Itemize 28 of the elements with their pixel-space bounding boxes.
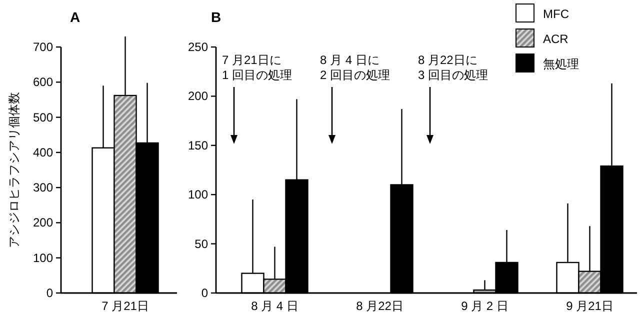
x-tick-label: 8 月22日 bbox=[356, 299, 404, 313]
y-tick-label: 600 bbox=[32, 75, 54, 90]
annotation: 8 月 4 日に 2 回目の処理 bbox=[320, 53, 390, 82]
y-tick-label: 200 bbox=[188, 89, 208, 104]
x-tick-label: 9 月21日 bbox=[566, 299, 614, 313]
x-tick-label: 8 月 4 日 bbox=[251, 299, 298, 313]
y-axis-title: アシジロヒラフシアリ個体数 bbox=[7, 92, 21, 248]
y-tick-label: 200 bbox=[32, 216, 54, 230]
annotation: 7 月21日に 1 回目の処理 bbox=[222, 53, 292, 82]
x-tick-label: 7 月21日 bbox=[102, 299, 149, 313]
x-tick-label: 9 月 2 日 bbox=[461, 299, 508, 313]
chart-title: A bbox=[70, 9, 80, 25]
y-tick-label: 100 bbox=[188, 188, 208, 202]
y-tick-label: 300 bbox=[32, 180, 54, 195]
y-tick-label: 100 bbox=[32, 250, 54, 265]
y-tick-label: 0 bbox=[46, 286, 54, 300]
chart-title: B bbox=[211, 9, 222, 25]
y-tick-label: 150 bbox=[188, 138, 208, 152]
y-tick-label: 700 bbox=[32, 40, 54, 54]
y-tick-label: 50 bbox=[194, 236, 208, 251]
y-tick-label: 400 bbox=[32, 145, 54, 160]
y-tick-label: 250 bbox=[188, 40, 208, 54]
annotation: 8 月22日に 3 回目の処理 bbox=[418, 53, 488, 82]
legend-label: 無処理 bbox=[543, 57, 579, 71]
y-tick-label: 500 bbox=[32, 110, 54, 124]
y-tick-label: 0 bbox=[201, 286, 208, 300]
legend-label: MFC bbox=[543, 7, 570, 21]
legend-label: ACR bbox=[543, 32, 569, 46]
